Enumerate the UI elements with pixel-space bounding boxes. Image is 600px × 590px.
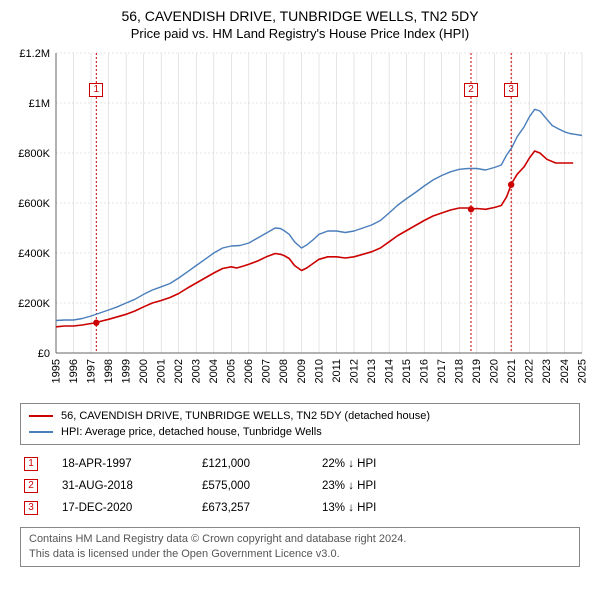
svg-text:£1M: £1M	[29, 98, 50, 110]
svg-text:2012: 2012	[348, 359, 360, 383]
svg-text:2018: 2018	[454, 359, 466, 383]
event-price: £575,000	[202, 480, 322, 492]
chart-svg: £0 £200K £400K £600K £800K £1M £1.2M 1995 1996 19…	[10, 47, 590, 397]
svg-text:2021: 2021	[506, 359, 518, 383]
legend-row: 56, CAVENDISH DRIVE, TUNBRIDGE WELLS, TN…	[29, 408, 571, 424]
event-price: £121,000	[202, 458, 322, 470]
svg-text:2006: 2006	[243, 359, 255, 383]
svg-text:2025: 2025	[576, 359, 588, 383]
svg-text:2001: 2001	[155, 359, 167, 383]
event-diff: 22% ↓ HPI	[322, 458, 376, 470]
events-table: 1 18-APR-1997£121,00022% ↓ HPI 2 31-AUG-201…	[20, 453, 580, 519]
svg-text:2014: 2014	[383, 359, 395, 383]
event-row: 3 17-DEC-2020£673,25713% ↓ HPI	[20, 497, 580, 519]
svg-text:2007: 2007	[261, 359, 273, 383]
svg-text:2003: 2003	[191, 359, 203, 383]
event-marker: 2	[24, 479, 38, 493]
svg-text:2019: 2019	[471, 359, 483, 383]
svg-text:2005: 2005	[226, 359, 238, 383]
event-diff: 23% ↓ HPI	[322, 480, 376, 492]
legend-swatch	[29, 415, 53, 417]
svg-text:2024: 2024	[559, 359, 571, 383]
svg-text:1999: 1999	[120, 359, 132, 383]
svg-text:2009: 2009	[296, 359, 308, 383]
svg-text:2020: 2020	[489, 359, 501, 383]
chart-marker: 3	[504, 83, 518, 97]
event-date: 31-AUG-2018	[62, 480, 202, 492]
attribution: Contains HM Land Registry data © Crown c…	[20, 527, 580, 567]
svg-text:2022: 2022	[524, 359, 536, 383]
attribution-line-1: Contains HM Land Registry data © Crown c…	[29, 532, 571, 547]
svg-text:£400K: £400K	[18, 248, 50, 260]
event-marker: 1	[24, 457, 38, 471]
title-main: 56, CAVENDISH DRIVE, TUNBRIDGE WELLS, TN…	[10, 8, 590, 24]
svg-text:2004: 2004	[208, 359, 220, 383]
event-row: 1 18-APR-1997£121,00022% ↓ HPI	[20, 453, 580, 475]
title-block: 56, CAVENDISH DRIVE, TUNBRIDGE WELLS, TN…	[10, 8, 590, 41]
legend: 56, CAVENDISH DRIVE, TUNBRIDGE WELLS, TN…	[20, 403, 580, 445]
svg-text:2017: 2017	[436, 359, 448, 383]
svg-text:2008: 2008	[278, 359, 290, 383]
chart-marker: 2	[464, 83, 478, 97]
title-sub: Price paid vs. HM Land Registry's House …	[10, 26, 590, 41]
legend-swatch	[29, 431, 53, 433]
svg-text:2011: 2011	[331, 359, 343, 383]
svg-text:2010: 2010	[313, 359, 325, 383]
page: 56, CAVENDISH DRIVE, TUNBRIDGE WELLS, TN…	[0, 0, 600, 575]
svg-text:1998: 1998	[103, 359, 115, 383]
svg-text:£1.2M: £1.2M	[19, 48, 50, 60]
svg-text:£200K: £200K	[18, 298, 50, 310]
event-date: 17-DEC-2020	[62, 502, 202, 514]
svg-text:2023: 2023	[541, 359, 553, 383]
event-date: 18-APR-1997	[62, 458, 202, 470]
svg-text:1997: 1997	[85, 359, 97, 383]
legend-row: HPI: Average price, detached house, Tunb…	[29, 424, 571, 440]
svg-text:1996: 1996	[68, 359, 80, 383]
svg-text:2015: 2015	[401, 359, 413, 383]
svg-text:£800K: £800K	[18, 148, 50, 160]
legend-label: HPI: Average price, detached house, Tunb…	[61, 426, 322, 438]
chart-marker: 1	[89, 83, 103, 97]
svg-text:£600K: £600K	[18, 198, 50, 210]
svg-text:2002: 2002	[173, 359, 185, 383]
legend-label: 56, CAVENDISH DRIVE, TUNBRIDGE WELLS, TN…	[61, 410, 430, 422]
chart: £0 £200K £400K £600K £800K £1M £1.2M 1995 1996 19…	[10, 47, 590, 397]
event-marker: 3	[24, 501, 38, 515]
event-row: 2 31-AUG-2018£575,00023% ↓ HPI	[20, 475, 580, 497]
svg-text:2000: 2000	[138, 359, 150, 383]
event-price: £673,257	[202, 502, 322, 514]
svg-text:2013: 2013	[366, 359, 378, 383]
svg-text:2016: 2016	[419, 359, 431, 383]
svg-text:£0: £0	[38, 348, 50, 360]
attribution-line-2: This data is licensed under the Open Gov…	[29, 547, 571, 562]
svg-text:1995: 1995	[50, 359, 62, 383]
event-diff: 13% ↓ HPI	[322, 502, 376, 514]
